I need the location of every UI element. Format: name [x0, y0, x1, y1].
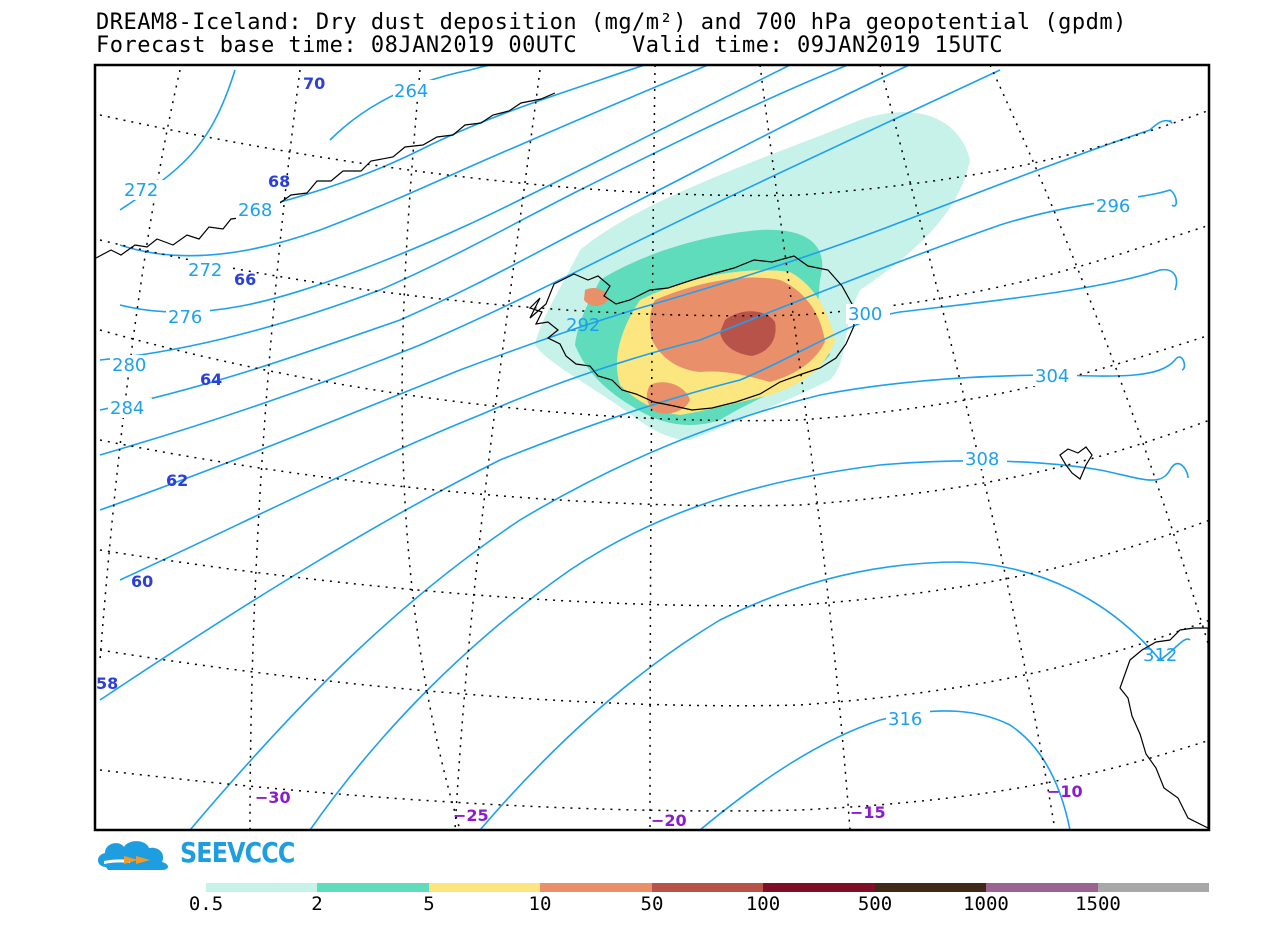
- latitude-label-60: 60: [131, 572, 153, 591]
- dust-level-10-patch-west: [584, 288, 608, 306]
- dust-level-10-patch: [646, 382, 690, 414]
- contour-292: [99, 119, 1173, 511]
- logo-text: SEEVCCC: [180, 836, 295, 869]
- colorbar-swatch-100: [763, 883, 875, 892]
- colorbar-swatch-5: [428, 883, 541, 892]
- contour-label-276: 276: [168, 307, 202, 328]
- colorbar-labels: 0.5 2 5 10 50 100 500 1000 1500: [0, 893, 1271, 917]
- graticule: [99, 65, 1209, 830]
- contour-304: [189, 356, 1186, 830]
- latitude-label-62: 62: [166, 471, 188, 490]
- contour-label-316: 316: [888, 709, 922, 730]
- colorbar-swatch-1500: [1097, 883, 1209, 892]
- contour-label-280: 280: [112, 355, 146, 376]
- colorbar-swatch-500: [874, 883, 987, 892]
- seevccc-logo: SEEVCCC: [94, 834, 324, 874]
- colorbar-swatch-10: [540, 883, 652, 892]
- colorbar-label-2: 5: [423, 893, 435, 915]
- longitude-label-10: −10: [1047, 782, 1083, 801]
- contour-296: [119, 189, 1178, 581]
- latitude-label-58: 58: [96, 674, 118, 693]
- colorbar: [206, 883, 1209, 892]
- graticule-meridian-24: [454, 69, 541, 830]
- graticule-parallel-66: [99, 329, 1209, 422]
- colorbar-swatch-0.5: [206, 883, 318, 892]
- colorbar-label-1: 2: [311, 893, 323, 915]
- colorbar-label-7: 1000: [963, 893, 1009, 915]
- geopotential-contours: [99, 65, 1191, 830]
- graticule-parallel-58: [99, 739, 1209, 812]
- colorbar-label-8: 1500: [1075, 893, 1121, 915]
- graticule-parallel-60: [99, 619, 1209, 707]
- graticule-meridian-20: [649, 65, 656, 830]
- contour-264: [329, 65, 494, 141]
- geopotential-labels: 264 268 272 272 276 280 284 292 296 300 …: [108, 80, 1177, 730]
- colorbar-swatch-50: [651, 883, 764, 892]
- cloud-logo-icon: [97, 841, 168, 870]
- dust-level-50: [720, 311, 776, 356]
- contour-label-268: 268: [238, 200, 272, 221]
- map-content: 264 268 272 272 276 280 284 292 296 300 …: [95, 65, 1209, 830]
- latitude-label-70: 70: [303, 74, 325, 93]
- colorbar-swatch-1000: [986, 883, 1098, 892]
- contour-label-272a: 272: [124, 180, 158, 201]
- latitude-label-66: 66: [234, 270, 256, 289]
- contour-288: [99, 69, 1001, 456]
- contour-316: [699, 710, 1071, 830]
- contour-label-264: 264: [394, 81, 428, 102]
- contour-300: [99, 268, 1178, 701]
- latitude-labels: 70 68 66 64 62 60 58: [96, 74, 325, 693]
- colorbar-label-6: 500: [857, 893, 893, 915]
- contour-308: [309, 460, 1189, 830]
- latitude-label-68: 68: [268, 172, 290, 191]
- longitude-label-25: −25: [453, 806, 489, 825]
- contour-label-308: 308: [965, 449, 999, 470]
- latitude-label-64: 64: [200, 370, 222, 389]
- longitude-label-15: −15: [850, 803, 886, 822]
- colorbar-label-0: 0.5: [188, 893, 224, 915]
- map-frame: [93, 63, 1211, 832]
- contour-284: [99, 65, 912, 411]
- map-title-line-2: Forecast base time: 08JAN2019 00UTC Vali…: [96, 33, 1004, 58]
- longitude-label-20: −20: [651, 811, 687, 830]
- faroe-islands: [1059, 446, 1093, 480]
- contour-312: [479, 561, 1191, 830]
- colorbar-label-5: 100: [745, 893, 781, 915]
- colorbar-label-4: 50: [640, 893, 664, 915]
- coastlines: [95, 92, 1209, 829]
- colorbar-label-3: 10: [528, 893, 552, 915]
- contour-label-300: 300: [848, 304, 882, 325]
- contour-label-292: 292: [566, 315, 600, 336]
- graticule-parallel-62: [99, 519, 1209, 607]
- contour-272b: [119, 65, 711, 257]
- contour-label-296: 296: [1096, 196, 1130, 217]
- contour-276: [119, 65, 792, 313]
- dust-deposition-field: [535, 112, 970, 440]
- contour-280: [99, 65, 850, 361]
- greenland-coast: [95, 92, 556, 259]
- contour-label-284: 284: [110, 398, 144, 419]
- contour-label-272b: 272: [188, 260, 222, 281]
- norway-coast: [1119, 627, 1209, 829]
- contour-label-304: 304: [1035, 366, 1069, 387]
- graticule-meridian-5: [989, 65, 1209, 650]
- iceland-coast: [528, 255, 855, 411]
- longitude-label-30: −30: [255, 788, 291, 807]
- colorbar-swatch-2: [317, 883, 429, 892]
- contour-label-312: 312: [1143, 645, 1177, 666]
- longitude-labels: −30 −25 −20 −15 −10: [255, 782, 1083, 830]
- map-title-line-1: DREAM8-Iceland: Dry dust deposition (mg/…: [96, 10, 1127, 35]
